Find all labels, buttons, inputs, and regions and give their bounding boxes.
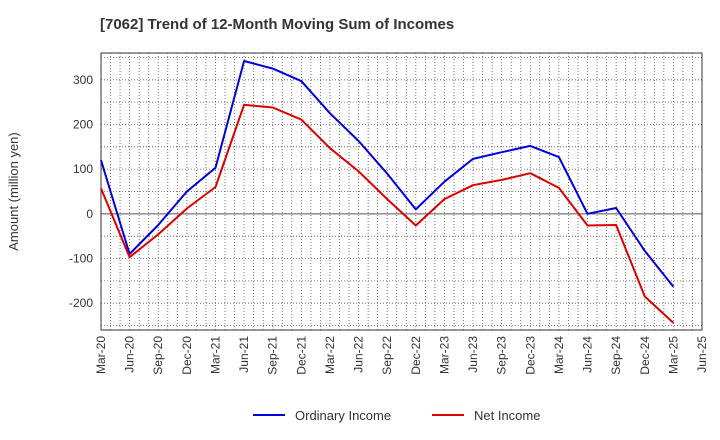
y-tick-label: 300: [73, 73, 93, 87]
grid: [101, 53, 702, 330]
x-axis-ticks: Mar-20 Jun-20 Sep-20 Dec-20 Mar-21 Jun-21 Sep-…: [94, 336, 709, 375]
x-tick-label: Sep-20: [151, 336, 165, 375]
y-axis-title: Amount (million yen): [6, 132, 21, 251]
x-tick-label: Sep-23: [495, 336, 509, 375]
x-tick-label: Jun-23: [466, 336, 480, 373]
x-tick-label: Mar-24: [552, 336, 566, 374]
x-tick-label: Jun-25: [695, 336, 709, 373]
x-tick-label: Dec-24: [638, 336, 652, 375]
y-tick-label: -200: [69, 296, 93, 310]
x-tick-label: Jun-21: [237, 336, 251, 373]
series-line-ordinary-income: [100, 60, 675, 288]
y-tick-label: -100: [69, 252, 93, 266]
series-lines: [100, 60, 675, 324]
plot-frame: [100, 52, 703, 331]
legend: Ordinary Income Net Income: [253, 408, 540, 423]
chart-title: [7062] Trend of 12-Month Moving Sum of I…: [100, 16, 455, 33]
x-tick-label: Mar-25: [666, 336, 680, 374]
x-tick-label: Dec-22: [409, 336, 423, 375]
y-tick-label: 200: [73, 117, 93, 131]
x-tick-label: Sep-24: [609, 336, 623, 375]
x-tick-label: Sep-22: [380, 336, 394, 375]
x-tick-label: Mar-21: [208, 336, 222, 374]
x-tick-label: Jun-20: [123, 336, 137, 373]
series-line-net-income: [100, 103, 675, 324]
x-tick-label: Mar-20: [94, 336, 108, 374]
y-tick-label: 0: [86, 207, 93, 221]
x-tick-label: Jun-22: [352, 336, 366, 373]
x-tick-label: Dec-23: [523, 336, 537, 375]
legend-label: Ordinary Income: [295, 408, 391, 423]
legend-label: Net Income: [474, 408, 540, 423]
x-tick-label: Mar-22: [323, 336, 337, 374]
x-tick-label: Dec-20: [180, 336, 194, 375]
x-tick-label: Dec-21: [294, 336, 308, 375]
x-tick-label: Sep-21: [266, 336, 280, 375]
y-axis-ticks: -200 -100 0 100 200 300: [69, 73, 93, 310]
x-tick-label: Jun-24: [581, 336, 595, 373]
y-tick-label: 100: [73, 162, 93, 176]
x-tick-label: Mar-23: [437, 336, 451, 374]
